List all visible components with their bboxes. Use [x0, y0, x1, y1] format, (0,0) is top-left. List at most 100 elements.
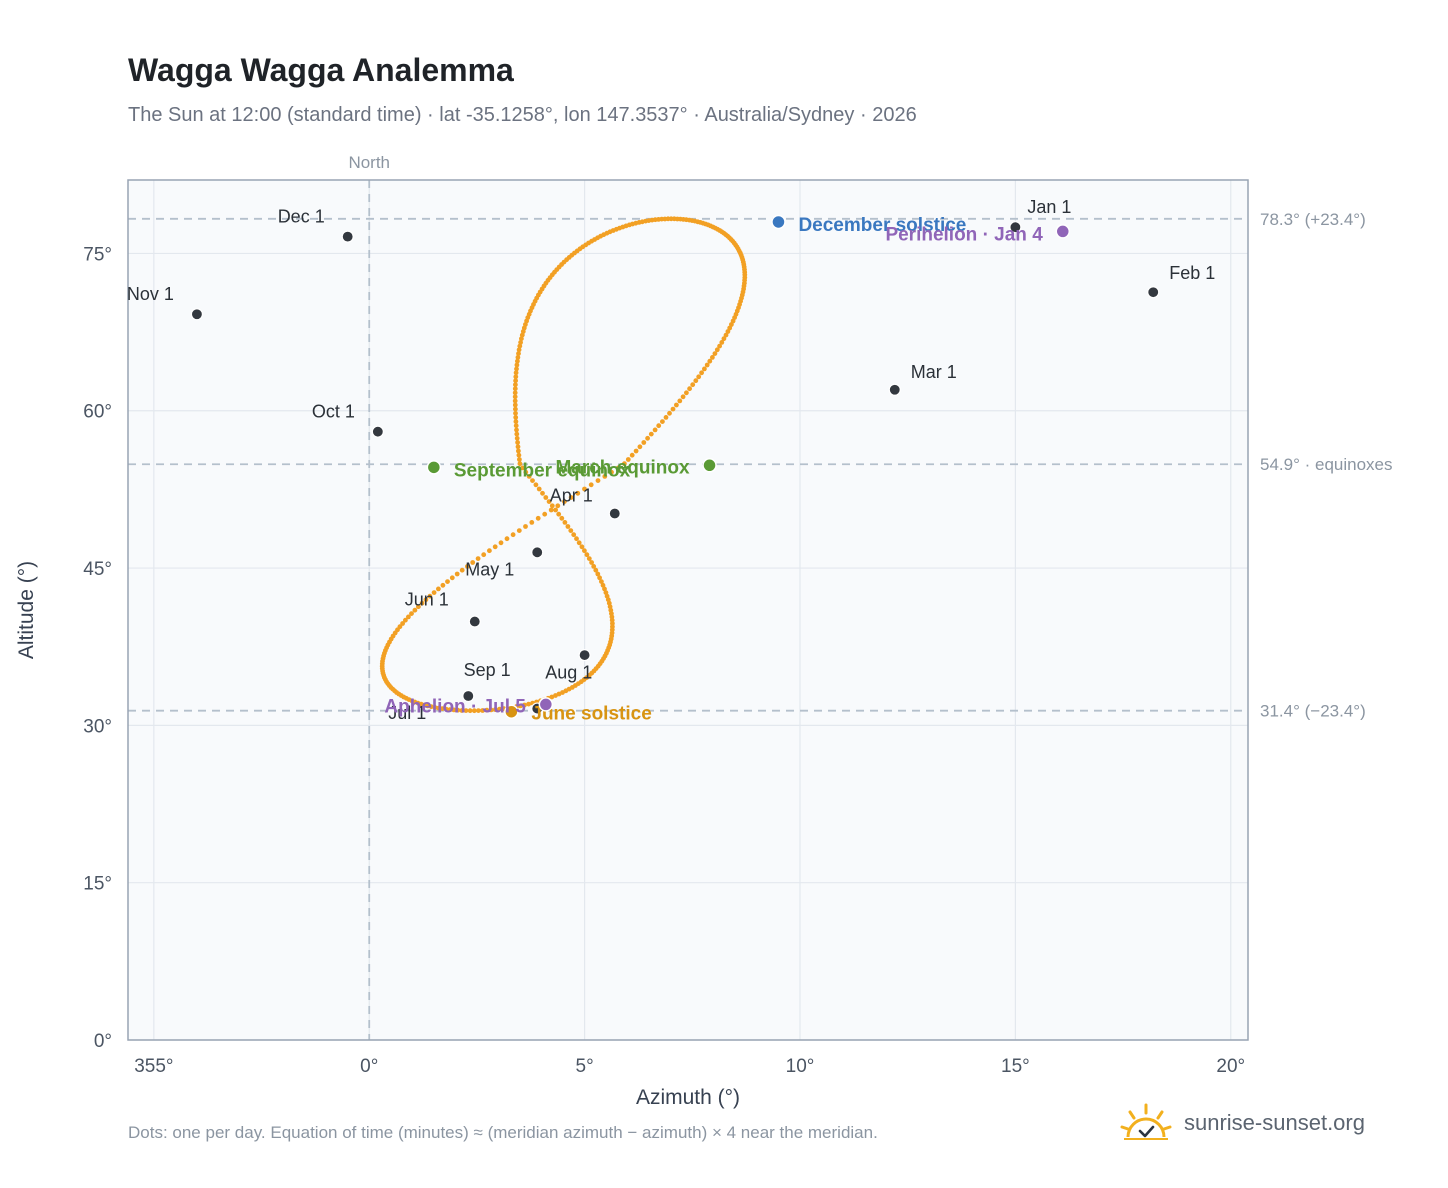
y-tick-label: 45° [83, 559, 112, 580]
month-marker-label: Mar 1 [911, 362, 957, 382]
daily-sun-dot [574, 536, 579, 542]
daily-sun-dot [409, 611, 414, 616]
daily-sun-dot [584, 552, 590, 558]
daily-sun-dot [443, 706, 449, 712]
daily-sun-dot [568, 495, 574, 500]
daily-sun-dot [549, 694, 555, 700]
daily-sun-dot [427, 593, 433, 599]
x-tick-label: 0° [360, 1056, 378, 1077]
daily-sun-dot [522, 702, 527, 708]
daily-sun-dot [470, 560, 476, 565]
daily-sun-dot [515, 444, 521, 450]
daily-sun-dot [523, 524, 528, 529]
daily-sun-dot [517, 461, 523, 467]
daily-sun-dot [648, 431, 654, 437]
daily-sun-dot [517, 343, 523, 349]
daily-sun-dot [725, 329, 731, 334]
daily-sun-dot [516, 528, 522, 533]
reference-lines: 78.3° (+23.4°) 54.9° · equinoxes 31.4° (−2… [128, 210, 1393, 721]
daily-sun-dot [641, 440, 647, 445]
daily-sun-dot [520, 465, 525, 471]
daily-sun-dot [513, 406, 518, 412]
daily-sun-dot [492, 707, 498, 712]
daily-sun-dot [492, 544, 498, 550]
daily-sun-dot [419, 600, 425, 606]
daily-sun-dot [516, 448, 521, 454]
daily-sun-dot [549, 503, 555, 509]
plot-background [128, 180, 1248, 1040]
daily-sun-dot [540, 490, 545, 496]
daily-sun-dot [514, 362, 520, 368]
month-marker-label: May 1 [465, 559, 514, 579]
daily-sun-dot [595, 478, 601, 483]
month-marker [1009, 221, 1022, 234]
north-marker: North [348, 153, 390, 1040]
daily-sun-dot [459, 708, 465, 713]
daily-sun-dot [533, 482, 539, 488]
daily-sun-dot [513, 370, 519, 376]
daily-sun-dot [455, 707, 461, 713]
plot-frame [127, 179, 1249, 1041]
daily-sun-dot [576, 540, 582, 546]
reference-line-label: 78.3° (+23.4°) [1260, 210, 1366, 229]
daily-sun-dot [707, 358, 713, 364]
daily-sun-dot [696, 374, 702, 380]
daily-sun-dot [513, 382, 518, 388]
month-marker-label: Dec 1 [278, 207, 325, 227]
event-marker [426, 460, 442, 475]
daily-sun-dot [436, 705, 441, 711]
daily-sun-dot [475, 556, 481, 561]
daily-sun-dot [440, 582, 446, 588]
daily-sun-dot [625, 457, 631, 462]
month-marker [462, 689, 475, 703]
daily-sun-dot [702, 366, 707, 372]
daily-sun-dot [714, 347, 720, 353]
daily-sun-dot [514, 435, 520, 441]
daily-sun-dot [471, 708, 477, 714]
daily-sun-dot [510, 532, 516, 538]
daily-sun-dot [516, 351, 521, 356]
daily-sun-dot [519, 332, 525, 338]
daily-sun-dot [589, 560, 594, 565]
chart-title: Wagga Wagga Analemma [128, 52, 514, 88]
daily-sun-dot [465, 564, 470, 569]
daily-sun-dot [519, 336, 524, 342]
daily-sun-dot [604, 593, 610, 599]
event-marker [538, 697, 554, 712]
daily-sun-dot [515, 440, 520, 445]
event-label: September equinox [454, 460, 631, 481]
month-marker-label: Jan 1 [1027, 197, 1071, 217]
daily-sun-dot [609, 469, 614, 475]
daily-sun-dot [588, 482, 594, 488]
daily-sun-dot [513, 378, 518, 384]
daily-sun-dot [516, 347, 522, 353]
month-marker-label: Aug 1 [545, 663, 592, 683]
daily-sun-dot [602, 586, 607, 592]
north-label: North [348, 153, 390, 172]
daily-sun-dot [699, 370, 704, 376]
daily-sun-dot [663, 415, 669, 420]
daily-sun-dot [488, 707, 494, 713]
x-tick-label: 20° [1216, 1056, 1245, 1077]
daily-sun-dot [656, 423, 662, 429]
daily-sun-dot [497, 706, 502, 712]
daily-sun-dot [523, 469, 529, 475]
daily-sun-dot [645, 435, 650, 441]
daily-sun-dot [463, 708, 469, 713]
daily-sun-dot [516, 452, 522, 458]
reference-line-label: 31.4° (−23.4°) [1260, 702, 1366, 721]
event-marker [1055, 224, 1071, 239]
daily-sun-dot [693, 378, 699, 384]
daily-sun-dot [518, 340, 523, 345]
daily-sun-dot [518, 703, 523, 709]
sun-logo-icon [1120, 1103, 1172, 1140]
daily-sun-dot [481, 552, 487, 558]
daily-sun-dot [615, 465, 621, 471]
brand[interactable]: sunrise-sunset.org [1120, 1100, 1365, 1146]
daily-sun-dot [512, 394, 518, 400]
daily-sun-dot [591, 564, 597, 569]
daily-sun-dot [514, 366, 519, 372]
daily-sun-dot [562, 520, 568, 525]
